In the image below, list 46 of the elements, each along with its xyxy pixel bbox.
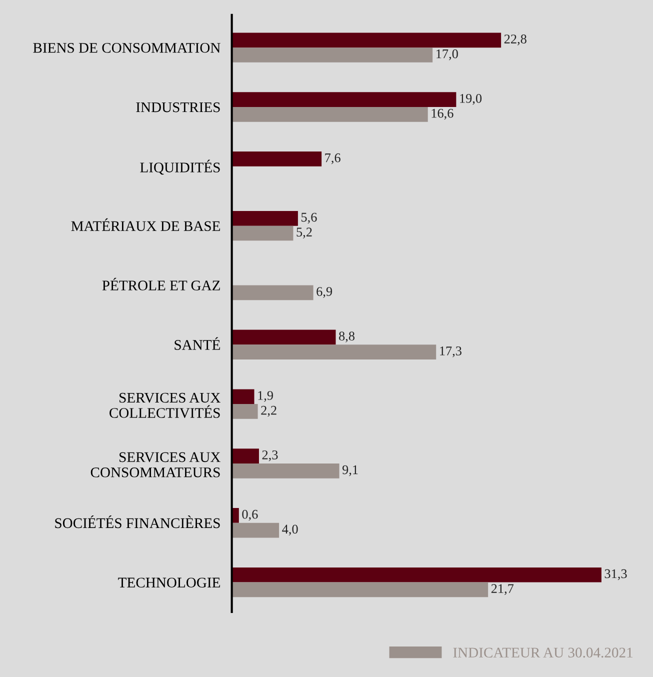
y-tick-label: SERVICES AUX CONSOMMATEURS [90, 452, 220, 478]
y-tick-label: BIENS DE CONSOMMATION [33, 42, 220, 53]
data-label: 19,0 [460, 94, 482, 105]
bar [232, 330, 336, 345]
data-label: 6,9 [316, 287, 332, 298]
bar [232, 48, 433, 62]
bar [232, 463, 340, 478]
y-tick-label: TECHNOLOGIE [118, 578, 220, 588]
bar [232, 285, 314, 300]
bar [232, 226, 294, 241]
bar [232, 152, 322, 166]
data-label: 31,3 [604, 569, 627, 580]
data-label: 4,0 [282, 524, 298, 536]
y-tick-label: SOCIÉTÉS FINANCIÈRES [55, 515, 220, 528]
data-label: 17,3 [440, 346, 462, 358]
y-tick-label: INDUSTRIES [136, 102, 220, 112]
bar [232, 404, 258, 419]
bar [232, 32, 502, 48]
data-label: 1,9 [258, 391, 273, 402]
bar [232, 106, 428, 122]
data-label: 8,8 [339, 332, 354, 342]
data-label: 9,1 [342, 465, 358, 476]
bar [232, 582, 488, 598]
y-tick-label: SERVICES AUX COLLECTIVITÉS [110, 392, 220, 418]
y-tick-label: SANTÉ [174, 337, 220, 350]
bar [232, 344, 436, 360]
data-label: 5,2 [296, 228, 312, 238]
bar [232, 210, 298, 226]
data-label: 5,6 [301, 212, 317, 224]
bar [232, 567, 602, 582]
data-label: 0,6 [242, 510, 258, 521]
data-label: 7,6 [325, 153, 340, 164]
data-label: 21,7 [491, 584, 514, 595]
bar [232, 389, 254, 404]
y-tick-label: PÉTROLE ET GAZ [102, 278, 220, 290]
bar [232, 448, 259, 464]
data-label: 22,8 [504, 34, 526, 46]
y-tick-label: LIQUIDITÉS [140, 160, 220, 175]
data-label: 2,3 [262, 450, 278, 462]
bar [232, 92, 456, 107]
data-label: 16,6 [432, 108, 454, 120]
data-label: 2,2 [261, 406, 276, 417]
y-tick-label: MATÉRIAUX DE BASE [71, 218, 220, 232]
legend-label: INDICATEUR AU 30.04.2021 [453, 648, 632, 658]
bar [232, 522, 280, 538]
data-label: 17,0 [436, 49, 458, 60]
